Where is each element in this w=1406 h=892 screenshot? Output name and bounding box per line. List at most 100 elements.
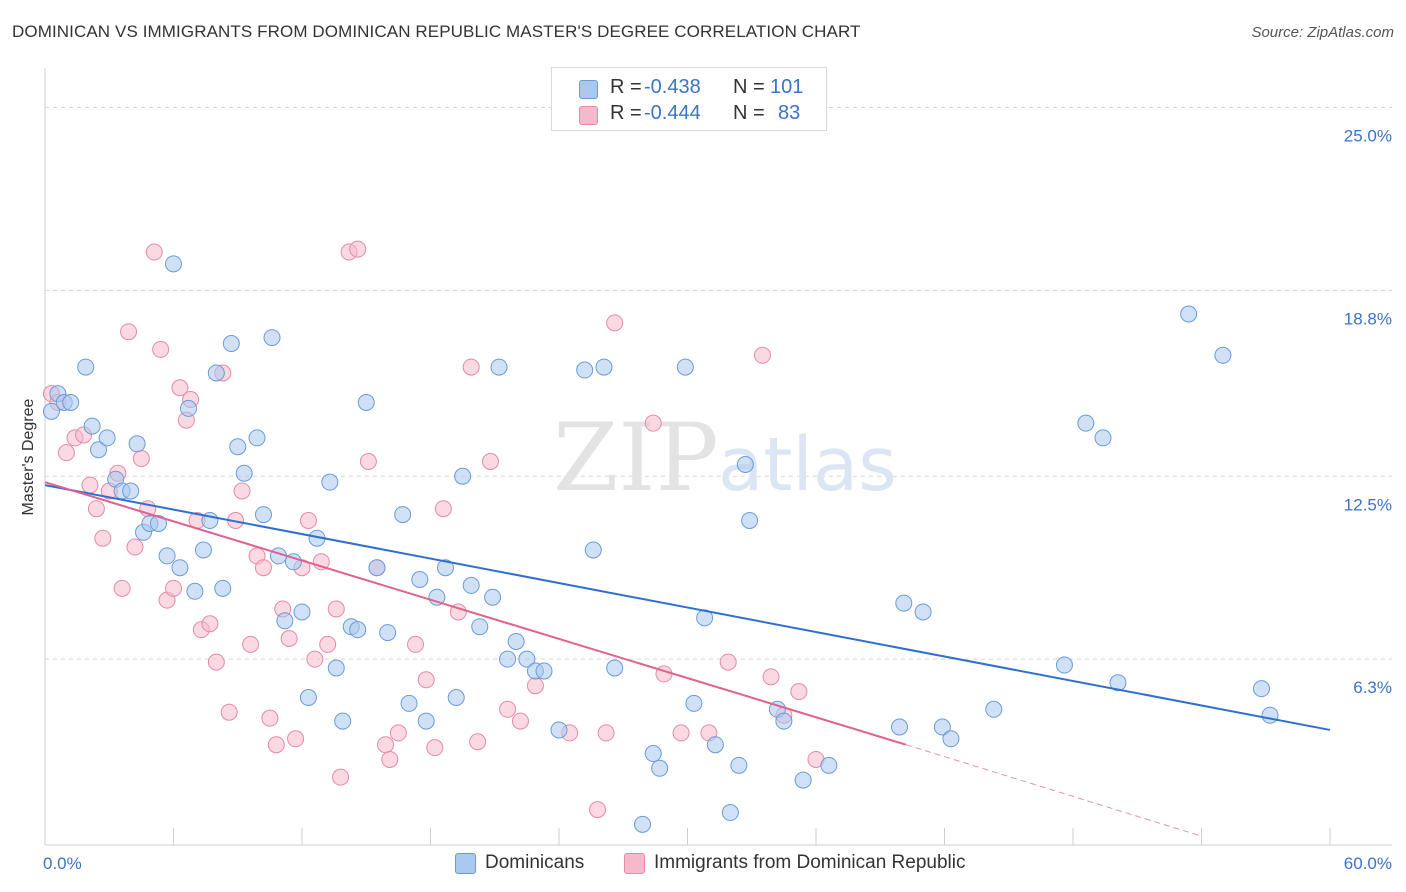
legend-swatch-pink — [579, 106, 598, 125]
dominican-point — [499, 650, 517, 668]
immigrant-point — [407, 635, 425, 653]
legend-row-immigrants: R = -0.444 N = 83 — [552, 102, 826, 128]
dominican-point — [535, 662, 553, 680]
immigrant-point — [171, 379, 189, 397]
dominican-point — [222, 335, 240, 352]
immigrant-point — [526, 677, 544, 695]
legend-n-label: N = — [733, 102, 765, 124]
immigrant-point — [126, 538, 144, 556]
dominican-point — [1214, 346, 1232, 364]
dominican-point — [349, 621, 367, 639]
dominican-point — [158, 547, 176, 565]
dominican-point — [42, 402, 60, 420]
series-label: Dominicans — [485, 852, 585, 873]
dominican-point — [1252, 680, 1270, 698]
immigrant-point — [762, 668, 780, 686]
dominican-point — [150, 514, 168, 532]
tick-labels: 6.3% 12.5% 18.8% 25.0% 0.0% 60.0% — [43, 127, 1392, 874]
dominican-point — [730, 756, 748, 774]
immigrant-point — [233, 482, 251, 500]
dominican-point — [676, 358, 694, 376]
legend-n-value: 83 — [778, 102, 801, 124]
dominican-point — [357, 394, 375, 411]
dominican-point — [83, 417, 101, 435]
gridlines — [45, 107, 1392, 660]
immigrant-point — [319, 635, 337, 653]
dominican-point — [417, 712, 435, 730]
immigrant-point — [377, 736, 395, 754]
legend-n-value: 101 — [770, 76, 804, 98]
immigrant-point — [242, 635, 260, 653]
immigrants-trend-extension — [905, 744, 1202, 837]
dominican-point — [299, 689, 317, 706]
dominican-point — [518, 650, 536, 668]
dominican-point — [321, 473, 339, 491]
dominican-point — [400, 694, 418, 712]
dominican-point — [942, 730, 960, 748]
immigrant-point — [152, 340, 170, 358]
dominican-point — [1109, 674, 1127, 692]
immigrant-point — [349, 240, 367, 258]
immigrant-point — [644, 414, 662, 432]
dominican-point — [550, 721, 568, 739]
immigrant-point — [132, 450, 150, 468]
dominican-point — [634, 815, 652, 833]
immigrant-point — [113, 579, 131, 597]
immigrant-point — [87, 500, 105, 518]
dominican-point — [794, 771, 812, 789]
dominican-point — [186, 582, 204, 600]
dominican-point — [194, 541, 212, 559]
immigrant-point — [606, 314, 624, 332]
watermark: ZIP atlas — [553, 404, 897, 513]
immigrant-point — [280, 630, 298, 647]
dominican-point — [685, 694, 703, 712]
dominican-point — [454, 467, 472, 485]
legend-r-label: R = — [610, 76, 642, 98]
immigrant-point — [672, 724, 690, 742]
dominican-point — [436, 559, 454, 577]
correlation-legend: R = -0.438 N = 101 R = -0.444 N = 83 — [551, 67, 827, 131]
dominican-point — [507, 632, 525, 650]
dominican-point — [775, 712, 793, 730]
dominican-point — [179, 399, 197, 417]
dominican-point — [820, 756, 838, 774]
legend-r-value: -0.444 — [644, 102, 701, 124]
immigrant-point — [589, 801, 607, 819]
immigrant-point — [426, 739, 444, 757]
immigrant-point — [145, 243, 163, 261]
dominicans-trend-line — [44, 484, 1331, 731]
x-tick-label: 60.0% — [1344, 854, 1392, 873]
dominican-point — [576, 361, 594, 379]
x-tick-label: 0.0% — [43, 854, 82, 873]
source-label: Source: ZipAtlas.com — [1251, 24, 1394, 41]
immigrant-point — [261, 709, 279, 727]
immigrant-point — [462, 358, 480, 376]
dominican-point — [248, 429, 266, 447]
dominican-point — [254, 506, 272, 524]
dominican-point — [276, 612, 294, 630]
y-tick-label: 6.3% — [1353, 678, 1392, 697]
dominican-point — [1261, 706, 1279, 724]
immigrant-point — [597, 724, 615, 742]
immigrant-point — [57, 444, 75, 462]
immigrant-point — [201, 615, 219, 633]
dominican-point — [914, 603, 932, 621]
dominican-point — [77, 358, 95, 376]
immigrant-point — [327, 600, 345, 618]
dominican-point — [1077, 414, 1095, 432]
dominican-point — [933, 718, 951, 736]
dominican-point — [235, 464, 253, 482]
immigrant-point — [381, 750, 399, 768]
dominican-point — [62, 394, 80, 411]
immigrant-point — [359, 453, 377, 470]
immigrant-point — [254, 559, 272, 577]
chart-title: DOMINICAN VS IMMIGRANTS FROM DOMINICAN R… — [12, 22, 861, 41]
dominican-point — [379, 624, 397, 642]
dominican-point — [741, 512, 759, 529]
legend-r-label: R = — [610, 102, 642, 124]
dominican-point — [471, 618, 489, 636]
immigrant-point — [389, 724, 407, 742]
series-swatch-pink — [624, 853, 645, 874]
dominican-point — [447, 689, 465, 706]
dominican-point — [462, 576, 480, 594]
